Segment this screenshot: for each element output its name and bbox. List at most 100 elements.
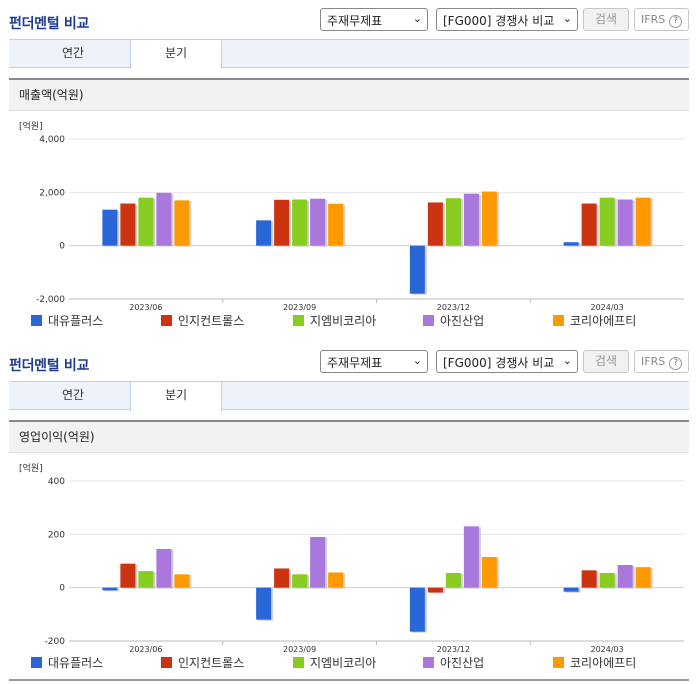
section-title: 펀더멘털 비교 [9,358,90,374]
bar [563,587,579,592]
bar [481,557,497,588]
statement-select[interactable]: 주재무제표 ⌄ [320,350,428,373]
bar [138,571,154,588]
legend-label: 코리아에프티 [570,656,637,670]
bar [120,203,136,246]
section-header: 펀더멘털 비교 주재무제표 ⌄ [FG000] 경쟁사 비교 ⌄ 검색 IFRS… [0,0,696,40]
legend-item[interactable]: 인지컨트롤스 [161,656,244,670]
x-tick-label: 2024/03 [591,303,624,312]
y-tick-label: 200 [48,530,65,540]
y-tick-label: -200 [45,637,66,647]
bar [256,220,272,246]
bar [599,197,615,246]
legend-item[interactable]: 지엠비코리아 [293,656,376,670]
search-button[interactable]: 검색 [583,350,629,373]
y-tick-label: 400 [48,477,65,487]
period-tabs: 연간 분기 [9,39,689,69]
bar [445,573,461,588]
legend-label: 지엠비코리아 [310,656,377,670]
bar [409,245,425,294]
chart-panel: 매출액(억원) [억원] 4,000 2,000 0 -2,000 2023/06 202… [9,78,689,338]
legend-item[interactable]: 지엠비코리아 [293,314,376,328]
legend-item[interactable]: 코리아에프티 [553,314,636,328]
chevron-down-icon: ⌄ [562,354,572,367]
x-tick-label: 2023/12 [437,303,470,312]
tab-quarterly[interactable]: 분기 [130,40,222,69]
chevron-down-icon: ⌄ [562,12,572,25]
bar [635,567,651,588]
period-tabs: 연간 분기 [9,381,689,411]
operating-profit-chart: 400 200 0 -200 2023/06 2023/09 2023/12 2024/03 [45,477,684,654]
x-tick-label: 2023/09 [283,645,316,654]
bar [156,549,172,588]
chart-legend: 대유플러스 인지컨트롤스 지엠비코리아 아진산업 코리아에프티 [31,314,691,330]
legend-label: 인지컨트롤스 [178,314,245,328]
panel-title: 영업이익(억원) [9,422,689,453]
legend-item[interactable]: 대유플러스 [31,656,103,670]
legend-label: 지엠비코리아 [310,314,377,328]
bottom-divider [9,679,689,681]
group-select[interactable]: [FG000] 경쟁사 비교 ⌄ [436,8,578,31]
bar [156,192,172,246]
legend-swatch [293,315,304,326]
bar [581,203,597,246]
legend-item[interactable]: 아진산업 [423,656,484,670]
bar [174,574,190,588]
legend-label: 아진산업 [440,314,485,328]
revenue-chart: 4,000 2,000 0 -2,000 2023/06 2023/09 2023/12 20… [36,135,684,312]
bar [635,197,651,246]
x-tick-label: 2024/03 [591,645,624,654]
chevron-down-icon: ⌄ [412,354,422,367]
statement-select[interactable]: 주재무제표 ⌄ [320,8,428,31]
chart-panel: 영업이익(억원) [억원] 400 200 0 -200 2023/06 2023/09 2… [9,420,689,678]
bar [138,197,154,246]
legend-item[interactable]: 코리아에프티 [553,656,636,670]
statement-select-value: 주재무제표 [327,356,383,370]
x-tick-label: 2023/09 [283,303,316,312]
legend-label: 인지컨트롤스 [178,656,245,670]
question-icon: ? [669,357,683,370]
group-select[interactable]: [FG000] 경쟁사 비교 ⌄ [436,350,578,373]
legend-label: 아진산업 [440,656,485,670]
ifrs-help-button[interactable]: IFRS? [634,8,689,31]
bar [581,570,597,588]
chevron-down-icon: ⌄ [412,12,422,25]
search-button[interactable]: 검색 [583,8,629,31]
bar [274,199,290,246]
bar [120,563,136,588]
legend-swatch [553,657,564,668]
group-select-value: [FG000] 경쟁사 비교 [443,14,555,28]
bar [174,200,190,246]
bar [445,198,461,246]
bar [310,537,326,588]
tab-quarterly[interactable]: 분기 [130,382,222,411]
bar [102,209,118,246]
bar [463,526,479,588]
bar [563,242,579,246]
tab-annual[interactable]: 연간 [61,388,85,402]
legend-label: 코리아에프티 [570,314,637,328]
bar [409,587,425,632]
group-select-value: [FG000] 경쟁사 비교 [443,356,555,370]
bar [463,193,479,246]
legend-label: 대유플러스 [48,656,104,670]
legend-swatch [553,315,564,326]
bar [617,565,633,588]
y-tick-label: 0 [59,242,65,252]
bar [102,587,118,591]
legend-swatch [423,657,434,668]
bar [292,199,308,246]
x-tick-label: 2023/06 [129,645,162,654]
y-tick-label: 0 [59,584,65,594]
bar [310,198,326,246]
legend-item[interactable]: 아진산업 [423,314,484,328]
section-header: 펀더멘털 비교 주재무제표 ⌄ [FG000] 경쟁사 비교 ⌄ 검색 IFRS… [0,342,696,382]
bar [599,573,615,588]
unit-label: [억원] [19,464,43,474]
legend-item[interactable]: 인지컨트롤스 [161,314,244,328]
ifrs-help-button[interactable]: IFRS? [634,350,689,373]
bar [256,587,272,620]
legend-item[interactable]: 대유플러스 [31,314,103,328]
tab-annual[interactable]: 연간 [61,46,85,60]
bar [328,203,344,246]
